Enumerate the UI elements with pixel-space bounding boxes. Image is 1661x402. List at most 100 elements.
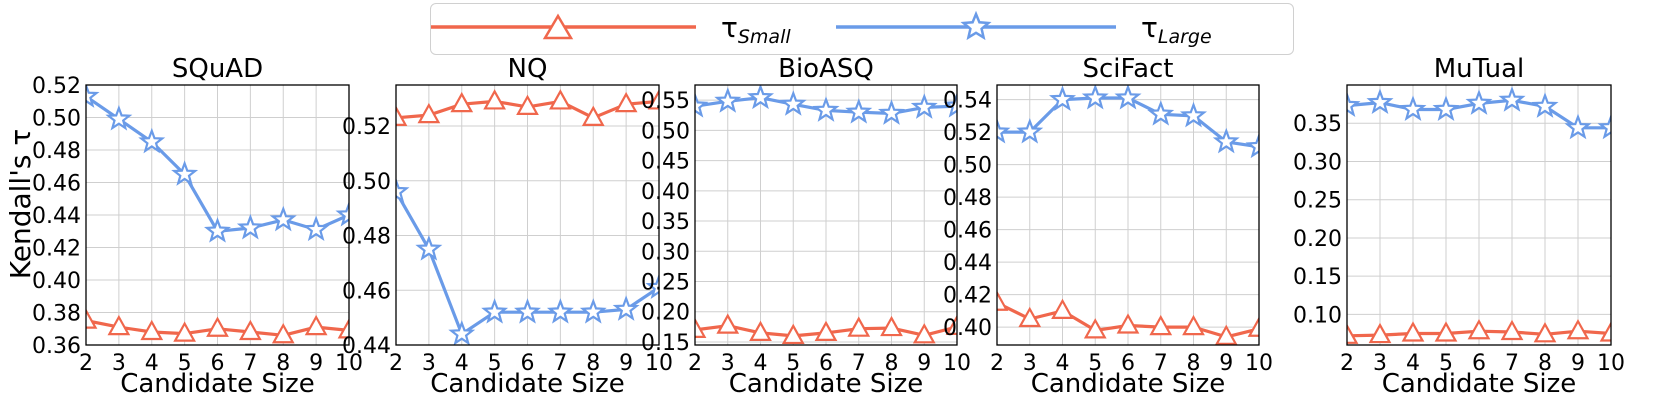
data-point-small [1116, 313, 1140, 334]
y-tick-label: 0.52 [342, 115, 391, 140]
data-point-small [695, 317, 707, 338]
x-tick-label: 8 [586, 351, 600, 376]
data-point-small [647, 89, 659, 110]
data-point-large [1531, 92, 1559, 118]
data-point-small [1500, 319, 1524, 341]
x-tick-label: 6 [1472, 351, 1486, 376]
x-tick-label: 7 [243, 351, 257, 376]
y-tick-label: 0.30 [1293, 150, 1342, 175]
x-tick-label: 2 [389, 351, 403, 376]
data-point-small [140, 319, 164, 341]
data-point-large [1564, 113, 1592, 140]
y-tick-label: 0.42 [32, 237, 81, 262]
legend-small-sub: Small [737, 26, 791, 48]
x-tick-label: 2 [990, 351, 1004, 376]
y-tick-label: 0.35 [641, 210, 690, 235]
panel-scifact: 2 3 4 5 6 7 8 9 10 0.40 0.42 0.44 0.46 0.48 0.50 0.52 0.… [943, 54, 1273, 399]
x-tick-label: 3 [422, 351, 436, 376]
data-point-large [1465, 89, 1493, 115]
y-tick-label: 0.20 [1293, 227, 1342, 252]
data-point-small [107, 314, 131, 336]
panel-nq: 2 3 4 5 6 7 8 9 10 0.44 0.46 0.48 0.50 0.52 NQ Candidat… [342, 54, 673, 399]
data-point-small [549, 89, 572, 110]
panel-title: MuTual [1434, 54, 1524, 84]
data-point-small [483, 89, 506, 110]
data-point-large [396, 177, 410, 204]
y-tick-label: 0.42 [943, 284, 992, 309]
x-tick-label: 5 [178, 351, 192, 376]
panel-bioasq: 2 3 4 5 6 7 8 9 100.150.200.250.300.350.400.450.… [641, 54, 971, 399]
panel-plot-area [695, 85, 957, 345]
x-tick-label: 8 [1538, 351, 1552, 376]
x-tick-label: 4 [1406, 351, 1420, 376]
data-point-large [812, 96, 840, 122]
data-point-large [415, 235, 443, 261]
data-point-large [546, 298, 574, 324]
data-point-small [1018, 306, 1042, 328]
data-point-small [396, 105, 408, 126]
x-axis-label: Candidate Size [1031, 369, 1226, 399]
legend-small-label: τSmall [721, 14, 791, 47]
data-point-large [746, 85, 775, 110]
panel-title: BioASQ [778, 54, 874, 84]
data-point-small [1566, 318, 1590, 340]
data-point-small [1368, 322, 1392, 344]
y-tick-label: 0.48 [32, 139, 81, 164]
data-point-large [269, 205, 297, 232]
data-point-large [1147, 100, 1175, 126]
data-point-large [481, 298, 509, 324]
x-axis-label: Candidate Size [1382, 369, 1577, 399]
panel-plot-area [396, 89, 659, 345]
x-tick-label: 10 [335, 351, 363, 376]
data-point-large [1179, 101, 1208, 128]
x-tick-label: 7 [1505, 351, 1519, 376]
y-tick-label: 0.52 [32, 74, 81, 99]
data-point-small [1533, 322, 1557, 343]
data-point-large [514, 298, 541, 324]
y-tick-label: 0.46 [342, 279, 391, 304]
y-tick-label: 0.38 [32, 302, 81, 327]
data-point-large [335, 200, 349, 227]
data-point-small [337, 318, 349, 339]
y-tick-label: 0.52 [943, 121, 992, 146]
data-point-large [1081, 85, 1109, 110]
data-point-large [612, 295, 640, 321]
y-tick-label: 0.50 [641, 119, 690, 144]
data-point-small [1467, 318, 1491, 340]
data-point-large [236, 213, 264, 240]
y-tick-label: 0.55 [641, 89, 690, 114]
x-axis-label: Candidate Size [430, 369, 625, 399]
x-tick-label: 9 [1571, 351, 1585, 376]
x-tick-label: 4 [455, 351, 469, 376]
panel-frame [1346, 84, 1612, 346]
x-tick-label: 4 [145, 351, 159, 376]
y-tick-label: 0.25 [1293, 189, 1342, 214]
data-point-large [845, 98, 873, 124]
data-point-large [910, 93, 938, 119]
data-point-small [847, 316, 871, 337]
x-tick-label: 10 [1245, 351, 1273, 376]
y-tick-label: 0.44 [342, 334, 391, 359]
y-axis-label: Kendall's τ [4, 129, 37, 279]
y-tick-label: 0.30 [641, 240, 690, 265]
data-point-small [781, 323, 805, 345]
data-point-large [171, 160, 199, 186]
data-point-small [945, 314, 957, 335]
data-point-small [417, 102, 441, 124]
data-point-large [779, 90, 807, 116]
panel-squad: 2 3 4 5 6 7 8 9 10 0.36 0.38 0.40 0.42 0.44 0.46 0.48 0.… [32, 54, 363, 399]
y-tick-label: 0.20 [641, 301, 690, 326]
x-tick-label: 3 [1023, 351, 1037, 376]
data-point-small [1214, 324, 1238, 345]
x-tick-label: 9 [619, 351, 633, 376]
x-tick-label: 5 [1439, 351, 1453, 376]
data-point-small [1247, 316, 1259, 337]
y-tick-label: 0.15 [641, 331, 690, 356]
data-point-small [814, 320, 838, 342]
panel-plot-area [997, 85, 1259, 345]
data-point-small [880, 315, 903, 337]
x-tick-label: 5 [1088, 351, 1102, 376]
data-point-small [581, 105, 605, 126]
data-point-large [1347, 91, 1361, 118]
